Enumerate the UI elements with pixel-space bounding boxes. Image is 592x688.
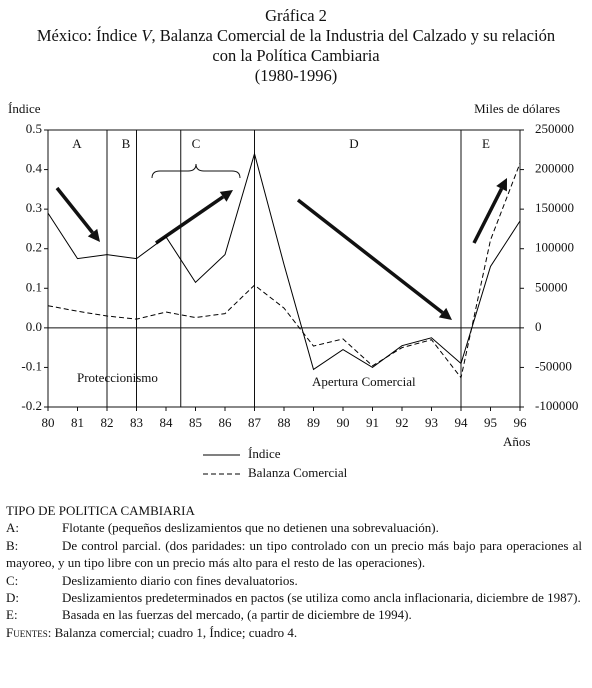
chart: -0.2 -0.1 0.0 0.1 0.2 0.3 0.4 0.5 -100000 -50000 0…	[8, 101, 578, 480]
arrow-shaft	[55, 186, 94, 234]
note-text: Deslizamiento diario con fines devaluato…	[62, 572, 298, 588]
arrow-shaft	[155, 195, 225, 245]
y2-tick-label: 250000	[535, 121, 574, 136]
x-tick-label: 93	[425, 415, 438, 430]
note-text: Basada en las fuerzas del mercado, (a pa…	[62, 607, 412, 623]
region-label: C	[192, 136, 201, 151]
region-label: D	[349, 136, 358, 151]
legend-label: Índice	[248, 446, 281, 461]
note-text: De control parcial. (dos paridades: un t…	[6, 537, 582, 571]
arrow-head	[87, 228, 100, 242]
x-tick-label: 91	[366, 415, 379, 430]
y-tick-label: -0.1	[21, 358, 42, 373]
notes: TIPO DE POLITICA CAMBIARIA A: Flotante (p…	[6, 502, 582, 641]
note-key: C:	[6, 572, 19, 588]
arrow-head	[219, 190, 233, 202]
y-axis-label: Índice	[8, 101, 41, 116]
note-text: Flotante (pequeños deslizamientos que no…	[62, 520, 439, 536]
note-item: C: Deslizamiento diario con fines devalua…	[6, 572, 582, 589]
notes-heading: TIPO DE POLITICA CAMBIARIA	[6, 503, 195, 518]
y2-tick-label: 0	[535, 319, 542, 334]
region-label: E	[482, 136, 490, 151]
x-tick-label: 95	[484, 415, 497, 430]
note-text: Deslizamientos predeterminados en pactos…	[62, 590, 581, 606]
sources-label: Fuentes:	[6, 624, 52, 640]
sources: Fuentes: Balanza comercial; cuadro 1, Ín…	[6, 624, 582, 641]
titles: Gráfica 2 México: Índice V, Balanza Come…	[30, 6, 562, 86]
region-label: A	[72, 136, 82, 151]
x-tick-label: 89	[307, 415, 320, 430]
note-key: B:	[6, 537, 19, 553]
note-item: B: De control parcial. (dos paridades: un…	[6, 537, 582, 572]
region-label: B	[122, 136, 131, 151]
x-tick-label: 82	[101, 415, 114, 430]
legend-label: Balanza Comercial	[248, 465, 348, 480]
note-item: D: Deslizamientos predeterminados en pact…	[6, 589, 582, 606]
x-tick-label: 88	[278, 415, 291, 430]
chart-title: Gráfica 2	[265, 6, 327, 25]
y2-tick-label: 100000	[535, 240, 574, 255]
chart-period: (1980-1996)	[254, 66, 338, 85]
subtitle-italic: V	[141, 26, 152, 45]
x-tick-label: 94	[455, 415, 469, 430]
y2-tick-label: 200000	[535, 161, 574, 176]
x-tick-label: 81	[71, 415, 84, 430]
y2-tick-label: -50000	[535, 358, 572, 373]
series-line	[47, 163, 521, 379]
note-key: D:	[6, 590, 19, 606]
arrow-head	[496, 178, 507, 192]
x-tick-label: 87	[248, 415, 262, 430]
y-tick-label: -0.2	[21, 398, 42, 413]
notes-items: A: Flotante (pequeños deslizamientos que …	[6, 519, 582, 623]
note-item: A: Flotante (pequeños deslizamientos que …	[6, 519, 582, 536]
x-tick-label: 92	[396, 415, 409, 430]
y2-tick-label: -100000	[535, 398, 578, 413]
y-tick-label: 0.1	[26, 279, 42, 294]
annotation: Proteccionismo	[77, 370, 158, 385]
arrow-head	[438, 307, 452, 320]
note-key: E:	[6, 607, 18, 623]
chart-subtitle: México: Índice V, Balanza Comercial de l…	[30, 26, 562, 66]
x-tick-label: 86	[219, 415, 233, 430]
x-tick-label: 85	[189, 415, 202, 430]
x-tick-label: 84	[160, 415, 174, 430]
arrow-shaft	[472, 187, 504, 244]
x-axis-label: Años	[503, 434, 530, 449]
y-tick-label: 0.3	[26, 200, 42, 215]
subtitle-text: , Balanza Comercial de la Industria del …	[151, 26, 556, 65]
note-key: A:	[6, 520, 19, 536]
y-tick-label: 0.0	[26, 319, 42, 334]
x-tick-label: 90	[337, 415, 350, 430]
series-line	[47, 151, 521, 371]
x-tick-label: 83	[130, 415, 143, 430]
x-tick-label: 80	[42, 415, 55, 430]
y2-axis-label: Miles de dólares	[474, 101, 560, 116]
arrow-shaft	[296, 198, 444, 315]
sources-text: Balanza comercial; cuadro 1, Índice; cua…	[54, 624, 298, 640]
y-tick-label: 0.2	[26, 240, 42, 255]
brace	[151, 163, 241, 179]
plot-frame	[47, 129, 521, 408]
subtitle-text: México: Índice	[36, 26, 142, 45]
x-tick-label: 96	[514, 415, 528, 430]
y2-tick-label: 50000	[535, 279, 568, 294]
y-tick-label: 0.4	[26, 161, 43, 176]
y-tick-label: 0.5	[26, 121, 42, 136]
note-item: E: Basada en las fuerzas del mercado, (a …	[6, 606, 582, 623]
y2-tick-label: 150000	[535, 200, 574, 215]
annotation: Apertura Comercial	[312, 374, 416, 389]
